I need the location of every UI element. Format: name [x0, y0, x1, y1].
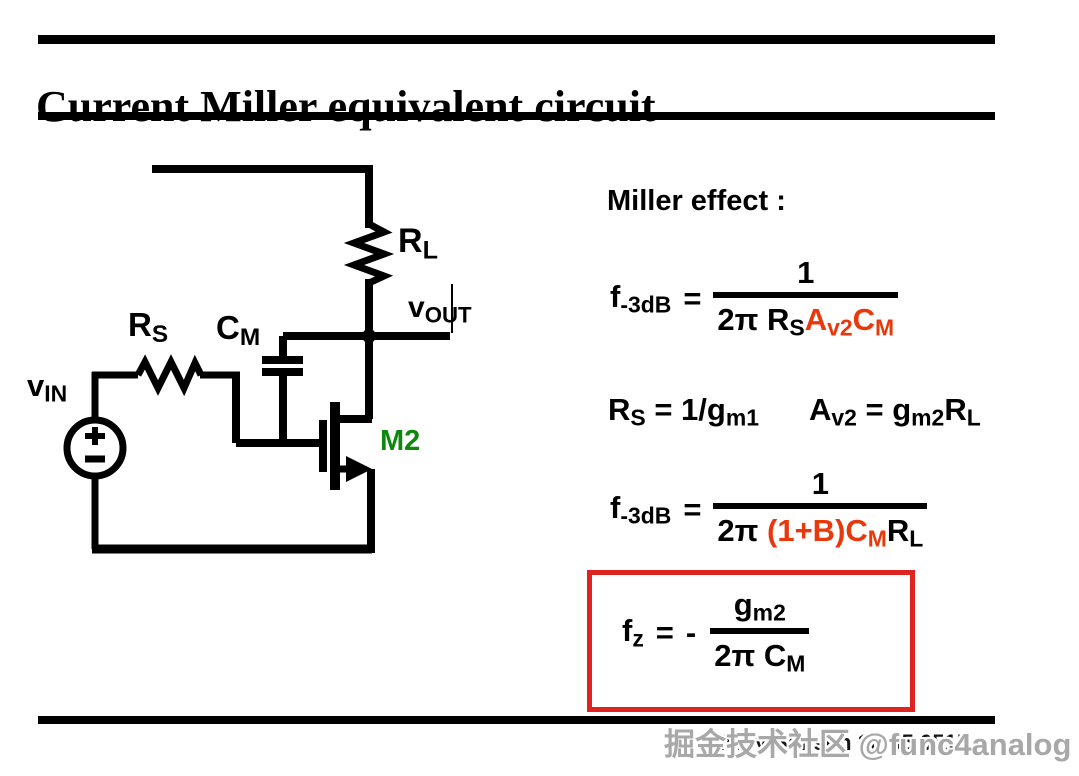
fz-f: f — [622, 612, 633, 648]
formula2-den-cm-sub: M — [867, 525, 887, 552]
formula2-fraction-bar — [713, 503, 928, 510]
formula2-den-rl: R — [886, 513, 910, 549]
fz-equals: = — [655, 614, 674, 650]
fz-fraction: gm2 2π CM — [710, 587, 810, 677]
fz-denominator: 2π CM — [710, 634, 809, 677]
formula1-lhs: f-3dB — [610, 279, 671, 319]
cm-label-main: C — [216, 309, 240, 346]
vout-label: vOUT — [408, 291, 472, 329]
formula1-den-av2: A — [804, 302, 828, 338]
fz-num-sub: m2 — [752, 599, 786, 626]
vin-label: vIN — [27, 368, 67, 408]
formula-f3db-current: f-3dB = 1 2π (1+B)CMRL — [610, 466, 928, 552]
formula-identities: RS = 1/gm1 Av2 = gm2RL — [608, 392, 981, 432]
footer-author: Willy Sansen 10-05 0515 — [716, 730, 969, 755]
av2-identity-rhs-sub: m2 — [911, 404, 945, 431]
formula2-den-1plusb-cm: (1+B)C — [767, 513, 868, 549]
formula1-equals: = — [683, 280, 702, 316]
fz-f-sub: z — [632, 625, 644, 652]
fz-numerator: gm2 — [726, 587, 794, 628]
formula1-denominator: 2π RSAv2CM — [713, 298, 898, 341]
rs-label-main: R — [128, 306, 152, 343]
formula1-den-2pirs: 2π R — [717, 302, 790, 338]
formula2-numerator: 1 — [811, 466, 829, 501]
av2-identity-a: A — [808, 392, 832, 427]
page-title: Current Miller equivalent circuit — [36, 82, 656, 132]
footer-rule — [38, 716, 995, 724]
rs-label: RS — [128, 306, 168, 349]
fz-highlight-box — [587, 570, 915, 712]
fz-lhs: fz — [622, 613, 644, 653]
source-arrowhead — [346, 456, 372, 482]
fz-minus-sign: - — [685, 614, 697, 650]
formula1-f: f — [610, 278, 621, 314]
av2-identity: Av2 = gm2RL — [809, 392, 981, 432]
vout-label-sub: OUT — [424, 302, 472, 328]
circuit-wires — [63, 165, 453, 554]
formula2-denominator: 2π (1+B)CMRL — [713, 509, 927, 552]
formula1-den-cm: C — [852, 302, 876, 338]
rs-identity-r: R — [608, 392, 631, 427]
fz-den-sub: M — [786, 650, 806, 677]
m2-label: M2 — [380, 425, 421, 457]
rs-identity-sub: S — [630, 404, 646, 431]
title-top-rule — [38, 35, 995, 44]
rs-resistor — [134, 354, 205, 397]
rs-label-sub: S — [151, 321, 169, 349]
formula2-den-rl-sub: L — [909, 525, 924, 552]
vout-label-main: v — [408, 291, 425, 324]
vin-label-sub: IN — [44, 380, 68, 407]
rl-resistor — [343, 220, 395, 287]
footer-watermark: 掘金技术社区 @func4analog — [664, 727, 1072, 762]
av2-identity-rl-sub: L — [966, 404, 981, 431]
formula1-fraction: 1 2π RSAv2CM — [713, 255, 899, 341]
rs-identity-rhs-sub: m1 — [725, 404, 759, 431]
formula1-numerator: 1 — [797, 255, 815, 290]
formula1-den-cm-sub: M — [875, 314, 895, 341]
formula1-den-av2-sub: v2 — [827, 314, 853, 341]
formula1-den-rs-sub: S — [789, 314, 805, 341]
formula2-equals: = — [683, 491, 702, 527]
title-bottom-rule — [38, 112, 995, 120]
av2-identity-rl: R — [944, 392, 967, 427]
vin-label-main: v — [27, 368, 45, 403]
rl-label-main: R — [398, 222, 423, 260]
av2-identity-rhs: = g — [856, 392, 912, 427]
formula-fz: fz = - gm2 2π CM — [622, 587, 810, 677]
rl-label-sub: L — [422, 236, 438, 265]
rs-identity-rhs: = 1/g — [645, 392, 726, 427]
cm-label-sub: M — [239, 324, 261, 352]
formula1-fraction-bar — [713, 292, 899, 299]
fz-fraction-bar — [710, 627, 810, 634]
fz-num-g: g — [733, 587, 753, 622]
rs-identity: RS = 1/gm1 — [608, 392, 759, 432]
formula2-den-2pi: 2π — [717, 513, 768, 549]
av2-identity-sub: v2 — [831, 404, 857, 431]
formula2-fraction: 1 2π (1+B)CMRL — [713, 466, 928, 552]
formula2-f-sub: -3dB — [620, 502, 672, 529]
formula2-lhs: f-3dB — [610, 490, 671, 530]
formula2-f: f — [610, 489, 621, 525]
cm-label: CM — [216, 309, 260, 352]
miller-effect-heading: Miller effect : — [607, 185, 786, 217]
rl-label: RL — [398, 222, 438, 265]
formula1-f-sub: -3dB — [620, 291, 672, 318]
formula-f3db-miller: f-3dB = 1 2π RSAv2CM — [610, 255, 899, 341]
fz-den-2picm: 2π C — [714, 637, 787, 673]
